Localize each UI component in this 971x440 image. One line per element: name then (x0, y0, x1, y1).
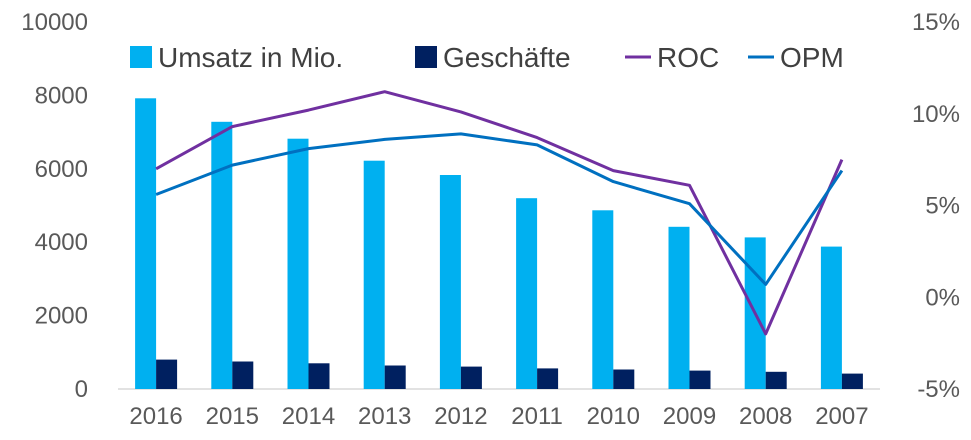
x-tick-label-2013: 2013 (358, 403, 411, 430)
legend-label-opm: OPM (780, 42, 844, 73)
umsatz-bar-2010 (592, 210, 614, 389)
legend: Umsatz in Mio. Geschäfte ROC OPM (130, 42, 844, 73)
umsatz-bar-2015 (211, 121, 233, 390)
y-right-tick-label: 5% (925, 193, 960, 220)
y-left-tick-label: 6000 (35, 156, 88, 183)
umsatz-bar-2007 (820, 246, 842, 389)
opm-line (155, 132, 844, 286)
y-left-tick-label: 0 (75, 376, 88, 403)
umsatz-bar-2014 (287, 138, 309, 389)
y-right-tick-label: 15% (912, 9, 960, 36)
legend-label-umsatz-in-mio: Umsatz in Mio. (158, 42, 343, 73)
umsatz-bar-2013 (363, 160, 385, 389)
y-left-tick-label: 4000 (35, 229, 88, 256)
y-left-tick-label: 10000 (21, 9, 88, 36)
legend-label-roc: ROC (657, 42, 719, 73)
y-right-tick-label: -5% (917, 376, 960, 403)
x-tick-label-2007: 2007 (815, 403, 868, 430)
x-tick-label-2015: 2015 (206, 403, 259, 430)
x-tick-label-2012: 2012 (434, 403, 487, 430)
legend-swatch-gesch-fte (415, 46, 437, 68)
legend-swatch-umsatz-in-mio (130, 46, 152, 68)
geschaefte-bar-2007 (841, 373, 863, 389)
x-tick-label-2010: 2010 (587, 403, 640, 430)
bars-group (135, 98, 863, 390)
geschaefte-bar-2013 (384, 365, 406, 389)
lines-group (155, 90, 844, 336)
y-axis-left-ticks: 0 2000 4000 6000 8000 10000 (21, 9, 88, 403)
geschaefte-bar-2016 (156, 359, 178, 389)
x-tick-label-2009: 2009 (663, 403, 716, 430)
geschaefte-bar-2015 (232, 361, 254, 389)
legend-label-gesch-fte: Geschäfte (443, 42, 571, 73)
y-axis-right-ticks: -5% 0% 5% 10% 15% (912, 9, 960, 403)
x-tick-label-2011: 2011 (511, 403, 563, 430)
x-tick-label-2014: 2014 (282, 403, 335, 430)
x-tick-label-2008: 2008 (739, 403, 792, 430)
geschaefte-bar-2008 (765, 371, 787, 389)
y-left-tick-label: 8000 (35, 82, 88, 109)
x-tick-label-2016: 2016 (129, 403, 182, 430)
y-left-tick-label: 2000 (35, 303, 88, 330)
geschaefte-bar-2012 (460, 366, 482, 389)
roc-line (155, 90, 844, 336)
x-axis-ticks: 2016 2015 2014 2013 2012 2011 2010 2009 2008 2007 (129, 403, 868, 430)
umsatz-bar-2009 (668, 226, 690, 389)
y-right-tick-label: 0% (925, 284, 960, 311)
geschaefte-bar-2014 (308, 363, 330, 389)
y-right-tick-label: 10% (912, 101, 960, 128)
geschaefte-bar-2009 (689, 370, 711, 389)
geschaefte-bar-2010 (613, 369, 635, 389)
geschaefte-bar-2011 (537, 368, 559, 389)
umsatz-bar-2011 (516, 198, 538, 389)
umsatz-bar-2016 (135, 98, 157, 390)
umsatz-bar-2012 (439, 175, 461, 389)
